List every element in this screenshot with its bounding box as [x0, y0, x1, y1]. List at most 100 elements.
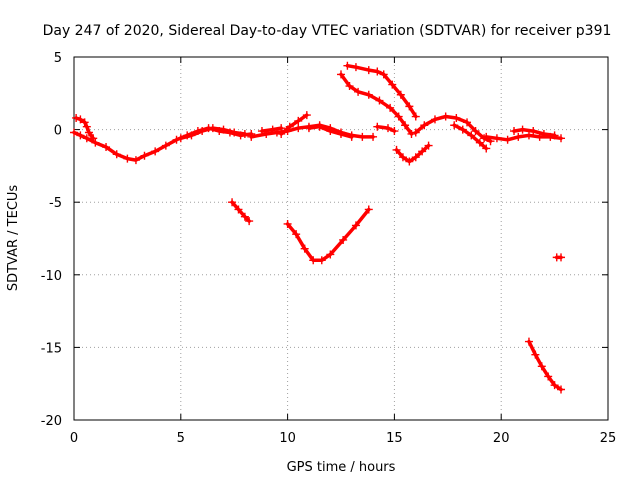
data-point [386, 103, 395, 112]
chart-title: Day 247 of 2020, Sidereal Day-to-day VTE… [43, 23, 612, 39]
data-point [151, 147, 160, 156]
data-point [247, 132, 256, 141]
data-point [131, 156, 140, 165]
series-line [339, 72, 414, 136]
x-tick-label: 15 [386, 431, 403, 446]
data-point [550, 131, 559, 140]
data-point [354, 87, 363, 96]
data-point [326, 127, 335, 136]
data-point [379, 70, 388, 79]
data-series-group [70, 61, 566, 394]
data-point [302, 111, 311, 120]
data-point [398, 153, 407, 162]
data-point [482, 132, 491, 141]
data-point [102, 143, 111, 152]
data-point [537, 362, 546, 371]
data-point [91, 138, 100, 147]
data-point [441, 112, 450, 121]
series-track-3 [176, 124, 249, 143]
data-point [326, 250, 335, 259]
data-point [240, 129, 249, 138]
data-point [76, 131, 85, 140]
y-axis-label: SDTVAR / TECUs [6, 185, 21, 292]
data-point [337, 129, 345, 138]
y-tick-label: 5 [54, 51, 62, 66]
plot-frame [73, 56, 609, 421]
series-track-7 [304, 122, 356, 141]
data-point [161, 141, 170, 150]
series-track-11 [392, 141, 433, 166]
data-point [294, 124, 303, 133]
axis-ticks: 0 5 10 15 20 25 5 0 -5 -10 -15 -20 [41, 51, 617, 446]
data-point [418, 147, 427, 156]
data-point [396, 90, 405, 99]
data-point [208, 124, 217, 133]
data-point [343, 61, 352, 70]
data-point [228, 198, 237, 207]
data-point [557, 253, 566, 262]
series-track-6 [277, 111, 311, 138]
data-point [373, 67, 382, 76]
data-point [172, 135, 181, 144]
data-point [373, 122, 382, 131]
data-point [539, 129, 548, 138]
series-track-9 [337, 70, 416, 138]
x-tick-label: 25 [600, 431, 617, 446]
data-point [424, 141, 433, 150]
data-point [420, 121, 429, 130]
data-point [112, 150, 121, 159]
data-point [390, 127, 399, 136]
data-point [123, 154, 132, 163]
data-point [510, 127, 519, 136]
data-point [482, 144, 491, 153]
data-point [471, 127, 480, 136]
data-point [84, 128, 93, 137]
data-point [405, 102, 414, 111]
data-point [458, 125, 467, 134]
data-point [351, 221, 360, 230]
data-point [339, 235, 348, 244]
data-point [283, 219, 292, 228]
data-point [524, 337, 533, 346]
data-point [364, 90, 373, 99]
data-point [550, 381, 559, 390]
data-point [285, 122, 294, 131]
data-point [411, 153, 420, 162]
x-tick-label: 5 [177, 431, 185, 446]
data-point [411, 112, 420, 121]
series-track-14 [482, 131, 566, 144]
data-point [300, 244, 309, 253]
series-line [72, 126, 254, 162]
data-point [234, 205, 243, 214]
y-tick-label: -20 [41, 414, 62, 429]
data-point [140, 151, 149, 160]
data-point [315, 122, 324, 131]
series-track-13 [450, 121, 491, 153]
data-point [292, 230, 301, 239]
data-point [230, 128, 239, 137]
data-point [544, 372, 553, 381]
data-point [187, 131, 196, 140]
data-point [245, 217, 254, 226]
series-track-18 [524, 337, 566, 394]
data-point [529, 127, 538, 136]
y-tick-label: -15 [41, 341, 62, 356]
y-tick-label: -5 [49, 196, 62, 211]
grid-lines [74, 57, 608, 420]
data-point [518, 125, 527, 134]
series-track-2 [72, 113, 98, 143]
series-track-15 [510, 125, 559, 140]
data-point [72, 113, 81, 122]
data-point [347, 132, 356, 141]
y-tick-label: -10 [41, 269, 62, 284]
data-point [531, 350, 540, 359]
series-line [279, 113, 309, 136]
data-point [364, 66, 373, 75]
data-point [337, 70, 345, 79]
series-track-12 [411, 112, 495, 146]
data-point [89, 134, 98, 143]
data-point [309, 256, 318, 265]
data-point [407, 129, 416, 138]
data-point [411, 128, 420, 137]
